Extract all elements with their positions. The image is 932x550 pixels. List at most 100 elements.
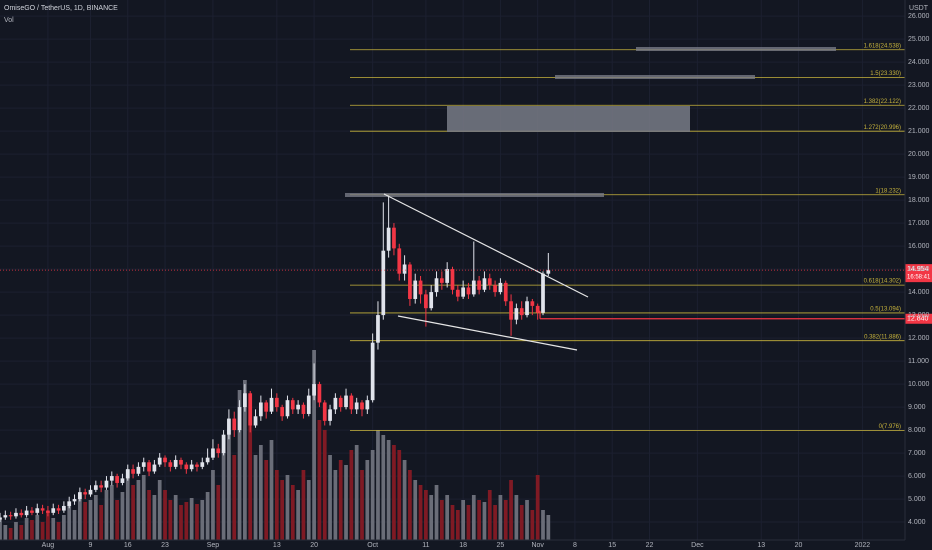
volume-bar (503, 500, 508, 540)
volume-bar (290, 485, 295, 540)
x-tick-label: 16 (124, 542, 132, 549)
volume-bar (461, 500, 466, 540)
candle-body (141, 462, 146, 467)
candle-body (477, 280, 481, 290)
zone-box (345, 193, 604, 197)
volume-bar (280, 480, 285, 540)
volume-bar (88, 500, 93, 540)
candle-body (392, 227, 396, 249)
volume-bar (258, 445, 263, 540)
x-tick-label: Nov (531, 542, 544, 549)
volume-bar (184, 502, 189, 540)
volume-bar (498, 495, 503, 540)
candle-body (227, 418, 231, 435)
volume-bar (344, 465, 348, 540)
y-tick-label: 5.000 (908, 496, 926, 503)
volume-bar (439, 500, 444, 540)
x-tick-label: Sep (207, 542, 220, 549)
candle-body (237, 407, 242, 431)
volume-bar (125, 470, 130, 540)
candle-body (40, 508, 45, 511)
y-tick-label: 18.000 (908, 197, 930, 204)
volume-bar (0, 520, 2, 540)
candle-body (51, 508, 56, 513)
candle-body (455, 289, 460, 297)
candle-body (424, 294, 428, 309)
candle-body (546, 270, 551, 274)
x-tick-label: 22 (646, 542, 654, 549)
volume-bar (546, 515, 551, 540)
volume-bar (296, 490, 300, 540)
zone-box (447, 106, 690, 132)
volume-bar (264, 460, 269, 540)
trend-line (397, 315, 578, 351)
candle-body (248, 393, 253, 426)
candle-body (541, 273, 545, 313)
volume-bar (386, 440, 391, 540)
volume-bar (530, 510, 535, 540)
candle-body (83, 492, 88, 495)
candle-body (131, 469, 135, 474)
candle-body (200, 462, 205, 467)
y-tick-label: 13.000 (908, 312, 930, 319)
candle-body (514, 308, 519, 320)
candle-body (147, 462, 151, 472)
candle-body (301, 404, 306, 414)
volume-bar (14, 522, 18, 540)
last-price-box (905, 264, 932, 283)
y-tick-label: 14.000 (908, 289, 930, 296)
volume-bar (200, 500, 205, 540)
volume-bar (243, 380, 247, 540)
candle-body (184, 464, 189, 470)
volume-bar (349, 450, 354, 540)
volume-bar (173, 495, 178, 540)
y-tick-label: 8.000 (908, 427, 926, 434)
volume-bar (360, 470, 364, 540)
candle-body (429, 292, 434, 309)
volume-bar (237, 390, 242, 540)
candle-body (179, 459, 183, 465)
marker-box (905, 313, 932, 324)
candle-body (402, 264, 407, 274)
candle-body (354, 402, 359, 410)
candle-body (163, 457, 167, 463)
volume-bar (312, 350, 316, 540)
volume-bar (482, 502, 487, 540)
candle-body (136, 466, 141, 474)
x-tick-label: 8 (573, 542, 577, 549)
volume-bar (306, 480, 311, 540)
candle-body (445, 269, 450, 283)
volume-bar (221, 450, 226, 540)
volume-bar (477, 500, 481, 540)
candle-body (35, 508, 40, 513)
volume-bar (317, 420, 322, 540)
volume-bar (35, 515, 40, 540)
candle-body (370, 342, 375, 401)
candle-body (333, 397, 338, 410)
volume-bar (450, 505, 455, 540)
volume-bar (535, 475, 540, 540)
volume-bar (509, 480, 513, 540)
candle-body (232, 418, 237, 431)
y-tick-label: 20.000 (908, 151, 930, 158)
candle-body (115, 476, 119, 483)
candle-body (72, 499, 77, 502)
candle-body (296, 404, 300, 410)
candle-body (482, 278, 487, 290)
y-tick-label: 10.000 (908, 381, 930, 388)
candle-body (8, 515, 13, 517)
y-tick-label: 26.000 (908, 13, 930, 20)
candle-body (413, 280, 418, 299)
candle-body (434, 278, 439, 293)
last-price-label: 14.954 (907, 266, 929, 273)
x-tick-label: 18 (459, 542, 467, 549)
candle-body (173, 459, 178, 467)
chart-title: OmiseGO / TetherUS, 1D, BINANCE (4, 5, 118, 12)
y-tick-label: 16.000 (908, 243, 930, 250)
volume-bar (487, 490, 492, 540)
x-tick-label: 15 (608, 542, 616, 549)
candle-body (14, 512, 18, 517)
candle-body (152, 464, 157, 472)
volume-bar (152, 495, 157, 540)
